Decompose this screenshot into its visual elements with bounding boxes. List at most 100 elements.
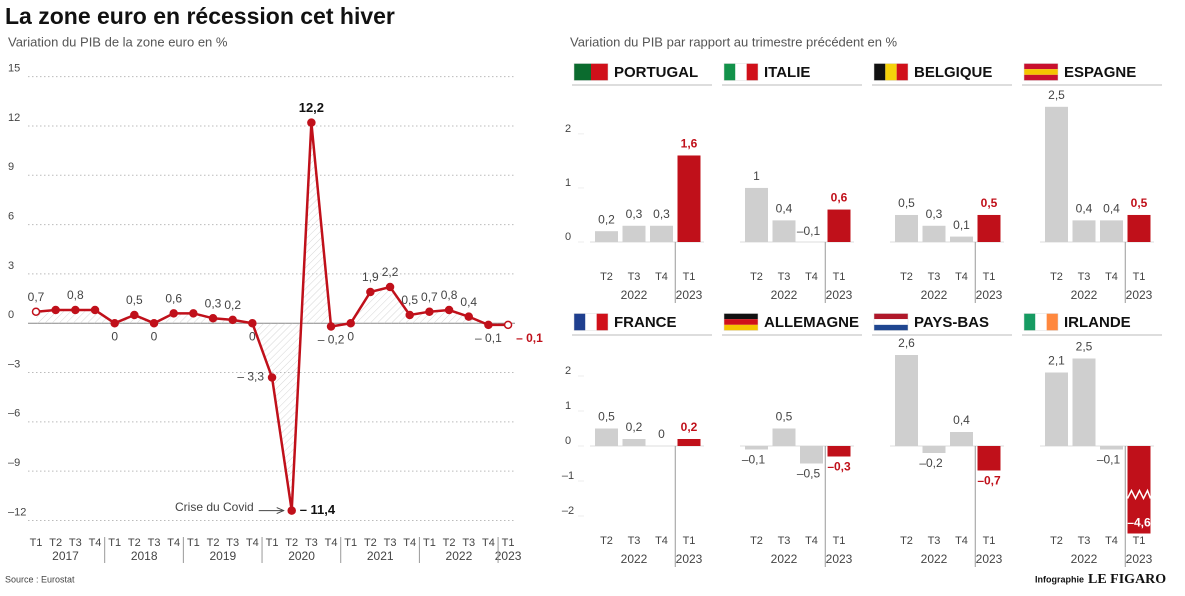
- value-label: 0,4: [1103, 202, 1120, 216]
- year-label: 2022: [621, 552, 648, 566]
- value-label: 0,2: [598, 212, 615, 226]
- value-label: 0,5: [1131, 196, 1148, 210]
- marker: [366, 287, 375, 297]
- value-label: 2,5: [1076, 340, 1093, 354]
- bar: [827, 446, 851, 457]
- year-label: 2018: [131, 549, 158, 563]
- x-tick-label: T2: [600, 271, 613, 283]
- panel-title: ALLEMAGNE: [764, 314, 859, 331]
- value-label: 0,4: [776, 202, 793, 216]
- flag-stripe: [1024, 69, 1058, 75]
- x-tick-label: T4: [955, 535, 968, 547]
- value-label: 0,3: [653, 207, 670, 221]
- bar: [922, 225, 946, 242]
- value-label: 0,5: [898, 196, 915, 210]
- x-tick-label: T4: [655, 271, 668, 283]
- value-label: 0: [249, 329, 256, 343]
- x-tick-label: T4: [1105, 271, 1118, 283]
- marker: [503, 320, 513, 330]
- value-label: 1,9: [362, 270, 379, 284]
- panel-title: FRANCE: [614, 314, 677, 331]
- bar: [622, 439, 646, 446]
- flag-stripe: [1024, 313, 1036, 331]
- marker: [307, 118, 316, 127]
- y-tick-label: –1: [562, 470, 574, 482]
- x-tick-label: T3: [928, 271, 941, 283]
- marker: [130, 310, 139, 320]
- x-tick-label: T3: [628, 271, 641, 283]
- bar: [1072, 220, 1096, 242]
- value-label: –0,1: [797, 224, 821, 238]
- x-tick-label: T3: [628, 535, 641, 547]
- flag-stripe: [1024, 74, 1058, 81]
- bar: [1072, 358, 1096, 446]
- value-label: 0,1: [953, 218, 970, 232]
- value-label: 0,3: [205, 296, 222, 310]
- bar: [595, 428, 618, 446]
- marker: [71, 305, 80, 315]
- x-tick-label: T3: [462, 537, 475, 549]
- x-tick-label: T3: [778, 535, 791, 547]
- value-label: –0,1: [742, 453, 766, 467]
- x-tick-label: T1: [423, 537, 436, 549]
- flag-stripe: [574, 313, 586, 331]
- flag-stripe: [874, 63, 886, 81]
- bar: [1045, 372, 1068, 446]
- marker: [464, 312, 473, 321]
- flag-border: [573, 63, 609, 81]
- x-tick-label: T1: [108, 537, 121, 549]
- value-label: –4,6: [1127, 516, 1151, 530]
- x-tick-label: T3: [69, 537, 82, 549]
- x-tick-label: T2: [1050, 535, 1063, 547]
- x-tick-label: T3: [148, 537, 161, 549]
- panel-title: ITALIE: [764, 64, 810, 81]
- bar: [950, 432, 973, 446]
- marker: [385, 282, 395, 292]
- year-label: 2023: [826, 552, 853, 566]
- flag-stripe: [874, 319, 908, 325]
- y-tick-label: 3: [8, 260, 14, 272]
- value-label: 0: [658, 427, 665, 441]
- bar: [1127, 214, 1151, 242]
- x-tick-label: T2: [49, 537, 62, 549]
- y-tick-label: 1: [565, 177, 571, 189]
- y-tick-label: –9: [8, 457, 20, 469]
- value-label: 0,6: [831, 191, 848, 205]
- marker: [326, 322, 336, 331]
- area-hatch: [36, 122, 509, 511]
- x-tick-label: T2: [128, 537, 141, 549]
- marker: [90, 305, 100, 315]
- year-label: 2021: [367, 549, 394, 563]
- flag-stripe: [885, 63, 897, 81]
- marker: [267, 373, 277, 382]
- year-label: 2023: [495, 549, 522, 563]
- flag-border: [1023, 313, 1059, 331]
- x-tick-label: T1: [30, 537, 43, 549]
- bar: [827, 209, 851, 242]
- marker: [287, 506, 296, 515]
- year-label: 2022: [771, 552, 798, 566]
- value-label: 0,4: [460, 295, 477, 309]
- value-label: – 0,1: [475, 331, 502, 345]
- year-label: 2022: [921, 552, 948, 566]
- bar: [800, 242, 823, 247]
- flag-stripe: [896, 63, 908, 81]
- flag-border: [573, 313, 609, 331]
- x-tick-label: T2: [750, 271, 763, 283]
- bar: [895, 214, 918, 242]
- value-label: 0,8: [441, 288, 458, 302]
- marker: [189, 309, 198, 318]
- year-label: 2022: [446, 549, 473, 563]
- bar: [595, 231, 618, 242]
- flag-stripe: [585, 313, 597, 331]
- marker: [425, 307, 434, 316]
- left-subtitle: Variation du PIB de la zone euro en %: [8, 34, 228, 49]
- x-tick-label: T2: [600, 535, 613, 547]
- marker: [169, 309, 178, 318]
- flag-stripe: [724, 313, 758, 320]
- bar: [745, 187, 768, 242]
- bar: [895, 355, 918, 446]
- marker: [484, 320, 493, 330]
- value-label: –0,1: [1097, 453, 1121, 467]
- flag-border: [873, 63, 909, 81]
